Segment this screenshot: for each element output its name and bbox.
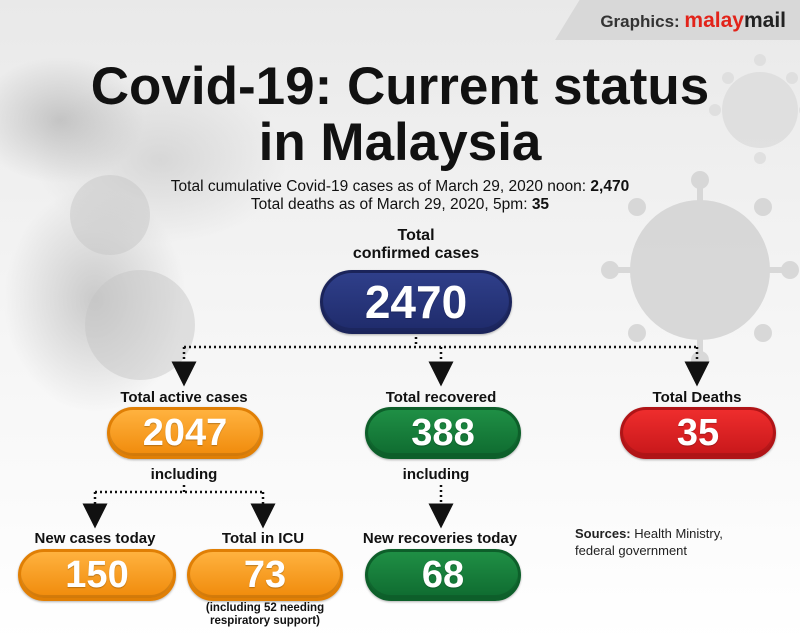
confirmed-label: Total confirmed cases: [316, 227, 516, 263]
top-bar: Graphics: malaymail: [0, 0, 800, 40]
icu-note: (including 52 needing respiratory suppor…: [190, 602, 340, 628]
deaths-value: 35: [531, 196, 550, 213]
cumulative-cases-line: Total cumulative Covid-19 cases as of Ma…: [0, 178, 800, 196]
new-cases-value: 150: [65, 553, 129, 596]
cumulative-value: 2,470: [590, 178, 630, 195]
icu-label: Total in ICU: [221, 530, 305, 547]
active-cases-value: 2047: [142, 411, 228, 454]
new-recoveries-label: New recoveries today: [362, 530, 518, 547]
icu-note-line2: respiratory support): [210, 615, 320, 627]
icu-pill: 73: [187, 549, 343, 601]
cumulative-label: Total cumulative Covid-19 cases as of Ma…: [170, 178, 587, 195]
top-bar-stripe: [555, 0, 800, 40]
deaths-line: Total deaths as of March 29, 2020, 5pm: …: [0, 196, 800, 214]
new-cases-label: New cases today: [34, 530, 156, 547]
icu-value: 73: [243, 553, 287, 596]
deaths-pill: 35: [620, 407, 776, 459]
page-title-line1: Covid-19: Current status: [90, 57, 710, 116]
brand-logo-malay: malay: [684, 9, 744, 32]
deaths-node-value: 35: [676, 411, 720, 454]
recovered-pill: 388: [365, 407, 521, 459]
recovered-including-label: including: [402, 466, 470, 483]
active-cases-label: Total active cases: [120, 389, 248, 406]
sources-text-line1: Health Ministry,: [634, 526, 723, 541]
deaths-label: Total deaths as of March 29, 2020, 5pm:: [250, 196, 528, 213]
confirmed-label-line2: confirmed cases: [352, 245, 480, 262]
recovered-label: Total recovered: [385, 389, 497, 406]
active-cases-pill: 2047: [107, 407, 263, 459]
graphics-credit: Graphics: malaymail: [600, 9, 786, 33]
sources-note: Sources: Health Ministry, federal govern…: [575, 525, 723, 559]
sources-line1: Sources: Health Ministry,: [575, 525, 723, 542]
new-cases-pill: 150: [18, 549, 176, 601]
recovered-value: 388: [411, 411, 475, 454]
icu-note-line1: (including 52 needing: [205, 602, 325, 614]
brand-logo-mail: mail: [743, 9, 786, 32]
confirmed-cases-pill: 2470: [320, 270, 512, 334]
confirmed-cases-value: 2470: [364, 276, 468, 328]
page-title-line2: in Malaysia: [258, 113, 542, 172]
new-recoveries-pill: 68: [365, 549, 521, 601]
credit-prefix: Graphics:: [600, 12, 680, 31]
active-including-label: including: [150, 466, 218, 483]
new-recoveries-value: 68: [421, 553, 465, 596]
deaths-node-label: Total Deaths: [652, 389, 742, 406]
sources-text-line2: federal government: [575, 543, 688, 558]
sources-label: Sources:: [575, 526, 631, 541]
confirmed-label-line1: Total: [397, 227, 435, 244]
